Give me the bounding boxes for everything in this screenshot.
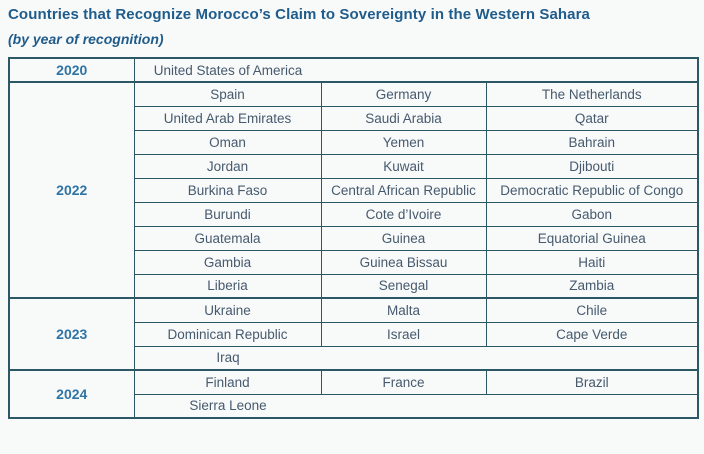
country-cell: Guatemala <box>133 225 322 251</box>
page-title: Countries that Recognize Morocco’s Claim… <box>8 6 590 23</box>
country-cell: Ukraine <box>133 297 322 323</box>
country-cell: Zambia <box>485 273 699 299</box>
country-cell: Yemen <box>320 129 487 155</box>
table-row: Burkina Faso Central African Republic Demo… <box>9 177 699 203</box>
country-cell: Malta <box>320 297 487 323</box>
country-cell: Gabon <box>485 201 699 227</box>
country-cell: Israel <box>320 321 487 347</box>
table-row: 2023 Ukraine Malta Chile <box>8 297 699 371</box>
country-label: Iraq <box>216 350 240 366</box>
year-cell-2022: 2022 <box>8 81 135 299</box>
country-cell: Guinea Bissau <box>320 249 487 275</box>
country-span-cell: United States of America <box>133 57 699 83</box>
table-row: Oman Yemen Bahrain <box>9 129 699 155</box>
recognition-table-body: 2020 United States of America 2022 Spain Ger… <box>8 57 699 419</box>
country-cell: Cote d’Ivoire <box>320 201 487 227</box>
country-cell: France <box>320 369 487 395</box>
country-cell: Saudi Arabia <box>320 105 487 131</box>
country-cell: Finland <box>133 369 322 395</box>
year-cell-2023: 2023 <box>8 297 135 371</box>
recognition-table: 2020 United States of America 2022 Spain Ger… <box>8 57 700 419</box>
country-cell: Liberia <box>133 273 322 299</box>
country-cell: Gambia <box>133 249 322 275</box>
table-row: 2024 Finland France Brazil <box>8 369 699 419</box>
country-cell: Senegal <box>320 273 487 299</box>
page-subtitle: (by year of recognition) <box>8 31 164 47</box>
country-label: United States of America <box>153 62 303 78</box>
country-cell: Burundi <box>133 201 322 227</box>
country-cell: Djibouti <box>485 153 699 179</box>
country-cell: Bahrain <box>485 129 699 155</box>
country-cell: United Arab Emirates <box>133 105 322 131</box>
country-cell: Brazil <box>485 369 699 395</box>
table-row: Sierra Leone <box>9 393 699 419</box>
country-span-cell: Iraq <box>133 345 699 371</box>
table-row: Guatemala Guinea Equatorial Guinea <box>9 225 699 251</box>
country-cell: Democratic Republic of Congo <box>485 177 699 203</box>
country-cell: Spain <box>133 81 322 107</box>
country-cell: Equatorial Guinea <box>485 225 699 251</box>
country-cell: Cape Verde <box>485 321 699 347</box>
table-row: Dominican Republic Israel Cape Verde <box>9 321 699 347</box>
table-row: Burundi Cote d’Ivoire Gabon <box>9 201 699 227</box>
table-row: 2020 United States of America <box>8 57 699 83</box>
table-row: 2022 Spain Germany The Netherlands <box>8 81 699 299</box>
table-row: Gambia Guinea Bissau Haiti <box>9 249 699 275</box>
country-cell: Qatar <box>485 105 699 131</box>
country-cell: Central African Republic <box>320 177 487 203</box>
country-cell: Germany <box>320 81 487 107</box>
country-cell: Jordan <box>133 153 322 179</box>
country-span-cell: Sierra Leone <box>133 393 699 419</box>
country-cell: Burkina Faso <box>133 177 322 203</box>
country-label: Sierra Leone <box>189 398 267 414</box>
country-cell: Dominican Republic <box>133 321 322 347</box>
table-row: Jordan Kuwait Djibouti <box>9 153 699 179</box>
table-row: United Arab Emirates Saudi Arabia Qatar <box>9 105 699 131</box>
country-cell: Oman <box>133 129 322 155</box>
year-cell-2024: 2024 <box>8 369 135 419</box>
country-cell: Haiti <box>485 249 699 275</box>
table-row: Liberia Senegal Zambia <box>9 273 699 299</box>
country-cell: Chile <box>485 297 699 323</box>
country-cell: Guinea <box>320 225 487 251</box>
year-cell-2020: 2020 <box>8 57 135 83</box>
country-cell: The Netherlands <box>485 81 699 107</box>
country-cell: Kuwait <box>320 153 487 179</box>
